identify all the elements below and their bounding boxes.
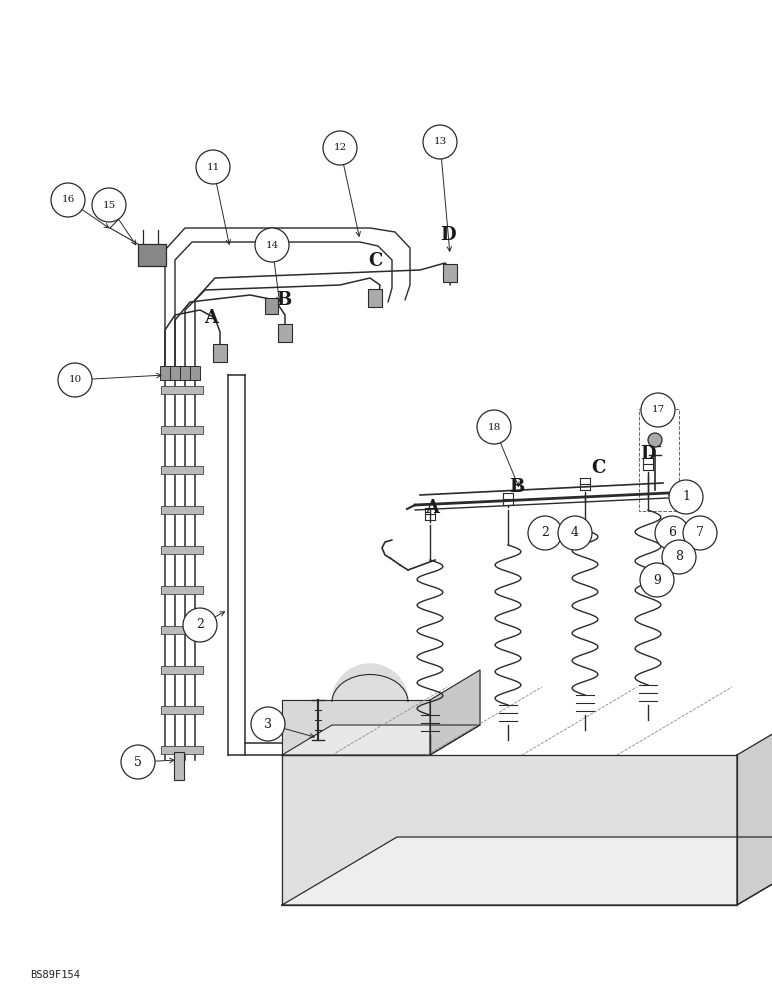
- Bar: [443, 264, 457, 282]
- Circle shape: [255, 228, 289, 262]
- Text: B: B: [276, 291, 292, 309]
- Text: A: A: [425, 499, 439, 517]
- Text: 12: 12: [334, 143, 347, 152]
- Circle shape: [323, 131, 357, 165]
- Text: C: C: [367, 252, 382, 270]
- Bar: [368, 289, 382, 307]
- Circle shape: [528, 516, 562, 550]
- Text: 11: 11: [206, 162, 219, 172]
- Circle shape: [477, 410, 511, 444]
- Polygon shape: [737, 687, 772, 905]
- Text: C: C: [591, 459, 605, 477]
- Text: 14: 14: [266, 240, 279, 249]
- Polygon shape: [282, 700, 430, 755]
- Text: 1: 1: [682, 490, 690, 504]
- Bar: [161, 586, 203, 594]
- Circle shape: [669, 480, 703, 514]
- Text: 17: 17: [652, 406, 665, 414]
- Bar: [161, 466, 203, 474]
- Bar: [161, 706, 203, 714]
- Circle shape: [251, 707, 285, 741]
- Bar: [161, 426, 203, 434]
- Text: 13: 13: [433, 137, 447, 146]
- Circle shape: [648, 433, 662, 447]
- Text: 2: 2: [541, 526, 549, 540]
- Text: 7: 7: [696, 526, 704, 540]
- Text: 16: 16: [62, 196, 75, 205]
- Polygon shape: [282, 755, 737, 905]
- Circle shape: [58, 363, 92, 397]
- Bar: [161, 666, 203, 674]
- Wedge shape: [332, 664, 408, 702]
- Circle shape: [121, 745, 155, 779]
- Polygon shape: [430, 670, 480, 755]
- Text: 5: 5: [134, 756, 142, 768]
- Circle shape: [423, 125, 457, 159]
- Bar: [213, 344, 227, 362]
- Circle shape: [92, 188, 126, 222]
- Bar: [161, 506, 203, 514]
- Text: 2: 2: [196, 618, 204, 632]
- Text: 3: 3: [264, 718, 272, 730]
- Bar: [160, 366, 170, 380]
- Text: BS89F154: BS89F154: [30, 970, 80, 980]
- Bar: [265, 298, 278, 314]
- Circle shape: [655, 516, 689, 550]
- Text: D: D: [640, 445, 655, 463]
- Circle shape: [683, 516, 717, 550]
- Polygon shape: [282, 837, 772, 905]
- Text: 8: 8: [675, 550, 683, 564]
- Text: 18: 18: [487, 422, 500, 432]
- Bar: [278, 324, 292, 342]
- Text: D: D: [440, 226, 455, 244]
- Text: A: A: [204, 309, 218, 327]
- Text: 10: 10: [69, 375, 82, 384]
- Text: 15: 15: [103, 200, 116, 210]
- Bar: [170, 366, 180, 380]
- Bar: [138, 244, 166, 266]
- Text: B: B: [510, 478, 525, 496]
- Bar: [180, 366, 190, 380]
- Bar: [161, 746, 203, 754]
- Text: 4: 4: [571, 526, 579, 540]
- Bar: [161, 386, 203, 394]
- Circle shape: [662, 540, 696, 574]
- Text: 9: 9: [653, 574, 661, 586]
- Polygon shape: [282, 725, 480, 755]
- Circle shape: [196, 150, 230, 184]
- Circle shape: [183, 608, 217, 642]
- Text: 6: 6: [668, 526, 676, 540]
- Bar: [190, 366, 200, 380]
- Circle shape: [640, 563, 674, 597]
- Circle shape: [558, 516, 592, 550]
- Circle shape: [51, 183, 85, 217]
- Bar: [161, 546, 203, 554]
- Circle shape: [641, 393, 675, 427]
- Bar: [161, 626, 203, 634]
- Bar: [174, 752, 184, 780]
